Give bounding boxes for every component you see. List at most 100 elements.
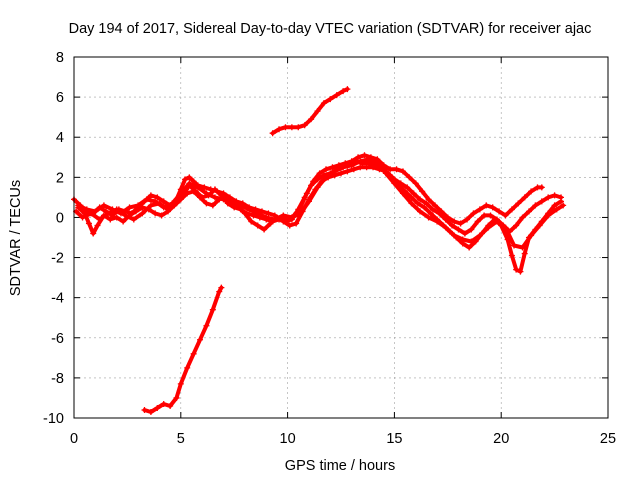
data-point (314, 184, 321, 191)
data-point (109, 206, 116, 213)
data-point (508, 206, 515, 213)
data-point (203, 190, 210, 197)
data-point (186, 174, 193, 181)
data-point (344, 168, 351, 175)
data-point (461, 230, 468, 237)
data-point (186, 180, 193, 187)
data-point (387, 166, 394, 173)
data-point (308, 182, 315, 189)
data-point (130, 216, 137, 223)
data-point (406, 174, 413, 181)
data-point (425, 214, 432, 221)
data-point (399, 190, 406, 197)
data-point (538, 198, 545, 205)
data-point (254, 222, 261, 229)
data-point (173, 394, 180, 401)
data-point (397, 180, 404, 187)
data-point (511, 242, 518, 249)
y-tick-label: -2 (51, 251, 64, 267)
data-point (209, 306, 216, 313)
data-point (558, 194, 565, 201)
data-point (391, 180, 398, 187)
data-point (350, 166, 357, 173)
data-point (545, 194, 552, 201)
data-point (314, 176, 321, 183)
data-point (459, 236, 466, 243)
data-point (177, 380, 184, 387)
data-point (560, 202, 567, 209)
data-point (271, 216, 278, 223)
data-point (521, 250, 528, 257)
data-point (361, 152, 368, 159)
data-point (246, 206, 253, 213)
x-tick-label: 15 (386, 431, 402, 447)
data-point (410, 190, 417, 197)
data-point (288, 124, 295, 131)
data-point (466, 244, 473, 251)
data-point (218, 284, 225, 291)
data-point (90, 230, 97, 237)
data-point (538, 184, 545, 191)
y-tick-label: 8 (56, 50, 64, 66)
data-point (237, 202, 244, 209)
data-point (107, 216, 114, 223)
axis-ticks: 0 5 10 15 20 25 -10 -8 -6 -4 -2 0 2 4 6 8 (43, 50, 616, 447)
data-point (139, 204, 146, 211)
data-point (113, 214, 120, 221)
data-point (487, 212, 494, 219)
data-point (412, 180, 419, 187)
data-point (216, 288, 223, 295)
y-tick-label: 2 (56, 170, 64, 186)
data-point (485, 224, 492, 231)
data-point (340, 88, 347, 95)
data-point (282, 124, 289, 131)
data-point (338, 170, 344, 177)
data-point (408, 200, 415, 207)
data-point (100, 202, 107, 209)
data-point (75, 202, 82, 209)
data-point (476, 206, 483, 213)
data-point (470, 210, 477, 217)
data-point (248, 218, 255, 225)
data-point (331, 168, 338, 175)
data-point (502, 212, 509, 219)
data-point (421, 204, 428, 211)
data-point (201, 184, 208, 191)
series-track-6 (269, 86, 351, 137)
data-point (192, 188, 199, 195)
data-point (96, 216, 103, 223)
data-point (305, 198, 312, 205)
data-point (261, 226, 268, 233)
data-point (451, 232, 458, 239)
data-point (244, 210, 251, 217)
data-point (282, 218, 289, 225)
data-point (167, 402, 174, 409)
y-tick-label: 4 (56, 130, 64, 146)
data-point (382, 170, 389, 177)
data-point (425, 196, 432, 203)
data-point (147, 408, 154, 415)
data-point (182, 176, 189, 183)
data-point (126, 204, 133, 211)
y-tick-label: 0 (56, 210, 64, 226)
data-point (434, 218, 441, 225)
data-point (269, 130, 276, 137)
data-point (169, 200, 176, 207)
x-tick-label: 20 (493, 431, 509, 447)
data-point (468, 226, 475, 233)
data-point (177, 190, 184, 197)
data-point (92, 208, 99, 215)
data-point (513, 222, 520, 229)
data-point (457, 220, 464, 227)
data-point (423, 200, 430, 207)
data-point (493, 218, 500, 225)
data-point (316, 170, 323, 177)
data-point (323, 166, 330, 173)
data-point (203, 322, 210, 329)
data-point (519, 244, 526, 251)
data-point (357, 158, 364, 165)
data-point (220, 196, 227, 203)
data-point (190, 350, 197, 357)
data-point (496, 208, 503, 215)
data-point (374, 160, 381, 167)
